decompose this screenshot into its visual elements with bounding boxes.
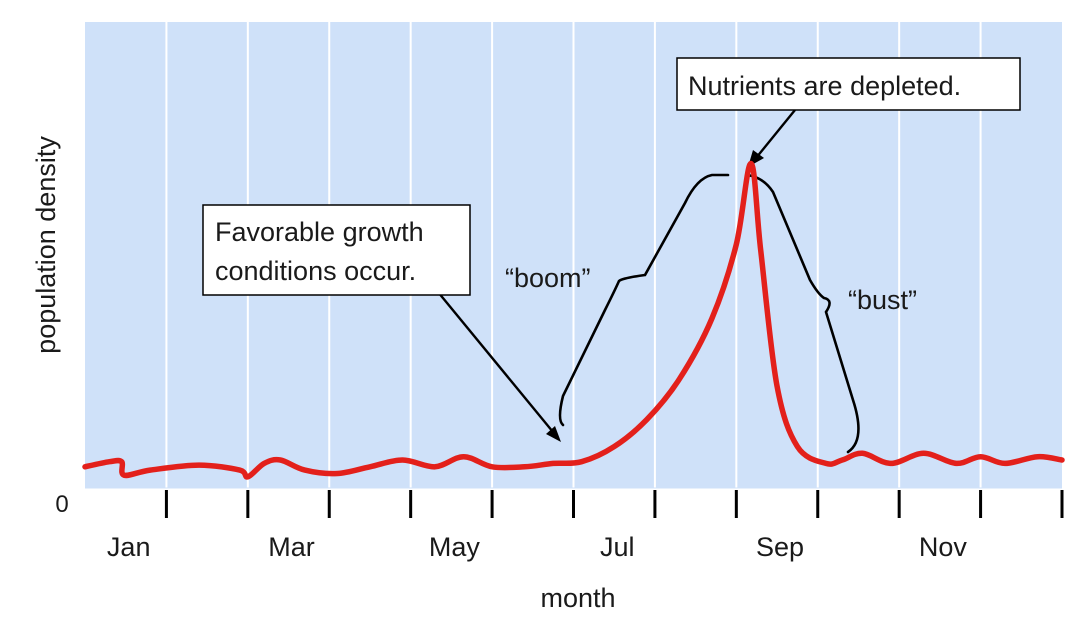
favorable-arrow-head — [546, 426, 561, 442]
population-density-line — [82, 160, 1065, 480]
y-axis-label: population density — [31, 136, 61, 354]
favorable-annotation-box — [202, 204, 471, 296]
favorable-arrow-line — [437, 291, 554, 433]
bust-brace — [745, 173, 860, 454]
bust-label: “bust” — [848, 285, 917, 315]
nutrients-annotation-text: Nutrients are depleted. — [688, 71, 961, 101]
x-tick-label: Jan — [107, 532, 151, 562]
boom-brace — [558, 173, 730, 427]
x-axis-label: month — [540, 583, 615, 613]
x-axis-ticks — [164, 490, 1064, 518]
nutrients-arrow-line — [755, 109, 796, 159]
x-axis-tick-labels: Jan Mar May Jul Sep Nov — [107, 532, 967, 562]
x-tick-label: Jul — [600, 532, 635, 562]
y-zero-label: 0 — [55, 491, 68, 518]
x-tick-label: May — [429, 532, 481, 562]
x-tick-label: Mar — [268, 532, 315, 562]
favorable-annotation-line-1: Favorable growth — [215, 217, 424, 247]
nutrients-annotation-box — [676, 57, 1021, 111]
boom-label: “boom” — [505, 263, 591, 293]
x-tick-label: Nov — [919, 532, 968, 562]
favorable-annotation-line-2: conditions occur. — [215, 256, 416, 286]
x-tick-label: Sep — [756, 532, 804, 562]
